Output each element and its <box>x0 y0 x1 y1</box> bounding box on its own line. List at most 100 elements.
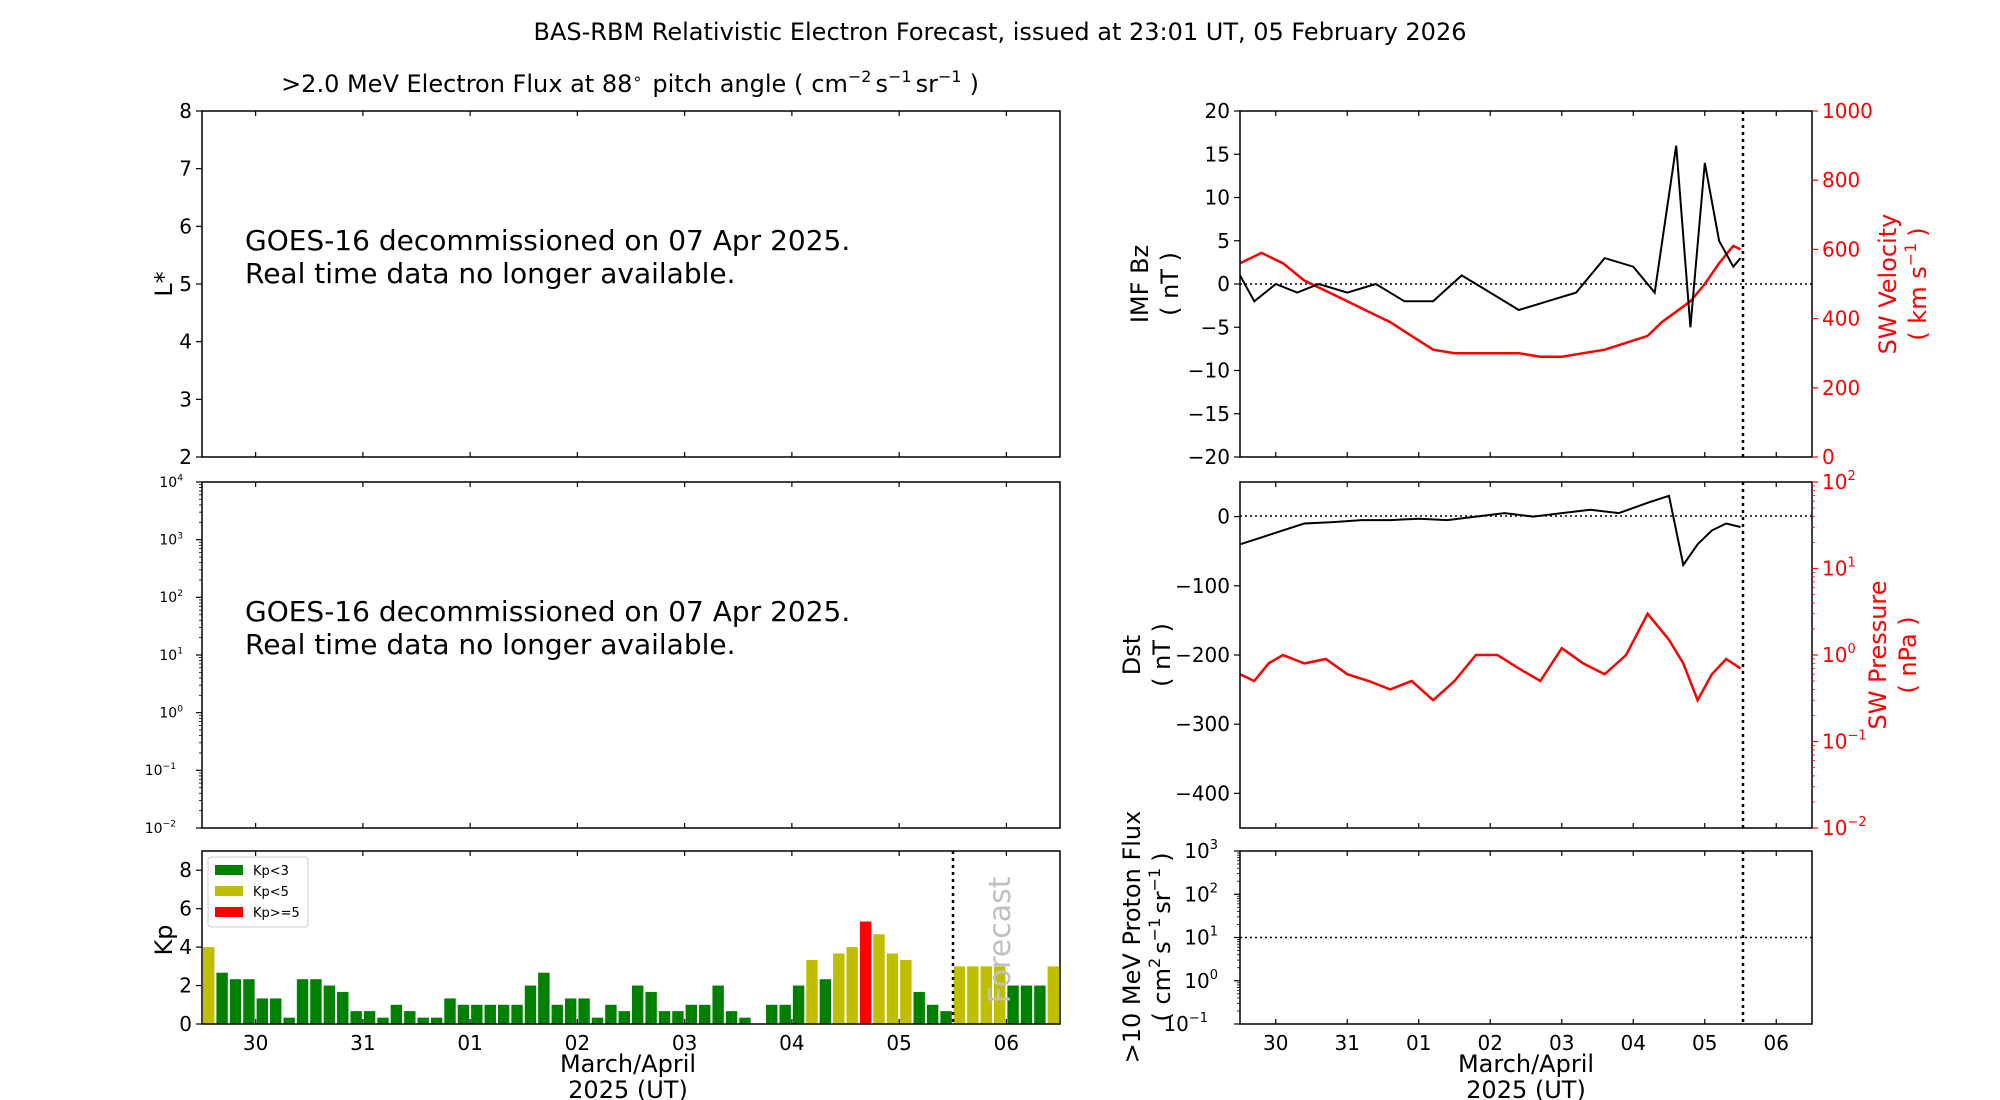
kp-bar <box>404 1011 416 1024</box>
kp-bar <box>900 959 912 1024</box>
y-tick-label: 10−1 <box>1822 729 1867 754</box>
y-tick-label: 800 <box>1822 168 1860 192</box>
kp-bar <box>296 979 309 1024</box>
proton-y-ticks: 10−1 100 101 102 103 <box>1163 838 1240 1036</box>
y-tick-label: −200 <box>1175 643 1230 667</box>
imf-bz-line <box>1239 145 1742 328</box>
sw-velocity-ylabel-1: SW Velocity <box>1874 214 1902 355</box>
kp-bar <box>926 1004 939 1024</box>
kp-bar <box>283 1017 295 1024</box>
imf-y-ticks: −20 −15 −10 −5 0 5 10 15 20 <box>1188 99 1240 469</box>
y-tick-label: 102 <box>1184 881 1218 906</box>
kp-legend: Kp<3 Kp<5 Kp>=5 <box>207 856 309 928</box>
kp-bar <box>551 1004 563 1024</box>
kp-bar <box>699 1004 711 1024</box>
kp-bar <box>310 979 322 1024</box>
y-tick-label: 2 <box>179 445 192 469</box>
y-tick-label: 101 <box>1184 925 1218 950</box>
sw-velocity-y-ticks: 0 200 400 600 800 1000 <box>1812 99 1873 469</box>
y-tick-label: 8 <box>179 99 192 123</box>
proton-ylabel-1: >10 MeV Proton Flux <box>1118 811 1146 1064</box>
kp-bar <box>417 1017 429 1024</box>
flux-lstar-x-ticks <box>255 111 1007 457</box>
kp-bar <box>913 991 925 1024</box>
kp-bar <box>739 1017 751 1024</box>
kp-bar <box>605 1004 617 1024</box>
kp-bar <box>779 1004 791 1024</box>
flux-log-message-2: Real time data no longer available. <box>245 628 736 661</box>
dst-axes <box>1239 481 1813 829</box>
y-tick-label: 103 <box>159 531 183 548</box>
sw-pressure-line <box>1239 611 1742 704</box>
x-tick-label: 31 <box>1335 1031 1360 1055</box>
imf-x-ticks <box>1275 111 1777 457</box>
y-tick-label: 8 <box>179 858 192 882</box>
y-tick-label: 6 <box>179 214 192 238</box>
kp-bar <box>484 1004 496 1024</box>
y-tick-label: 400 <box>1822 307 1860 331</box>
x-tick-label: 30 <box>1263 1031 1288 1055</box>
kp-bar <box>846 947 858 1024</box>
x-tick-label: 04 <box>1621 1031 1646 1055</box>
kp-bar <box>886 953 899 1024</box>
x-tick-label: 30 <box>243 1031 268 1055</box>
kp-bars <box>203 921 1059 1024</box>
kp-bar <box>350 1011 362 1024</box>
sw-velocity-ylabel-2: ( km s−1) <box>1901 227 1932 340</box>
x-tick-label: 03 <box>1549 1031 1574 1055</box>
kp-legend-label-2: Kp>=5 <box>253 906 300 921</box>
kp-legend-label-1: Kp<5 <box>253 885 289 900</box>
dst-ylabel-1: Dst <box>1118 635 1146 675</box>
flux-title-sr: sr <box>916 70 939 98</box>
kp-xlabel-1: March/April <box>560 1050 696 1078</box>
y-tick-label: 100 <box>159 704 183 721</box>
flux-title-main: >2.0 MeV Electron Flux at 88 <box>281 70 632 98</box>
flux-lstar-message-1: GOES-16 decommissioned on 07 Apr 2025. <box>245 224 850 257</box>
y-tick-label: −15 <box>1188 402 1230 426</box>
kp-bar <box>216 972 228 1024</box>
x-tick-label: 01 <box>457 1031 482 1055</box>
kp-bar <box>323 985 336 1024</box>
y-tick-label: 10−1 <box>1163 1011 1208 1036</box>
kp-bar <box>632 985 644 1024</box>
kp-bar <box>444 998 456 1024</box>
kp-forecast-bar <box>1034 985 1046 1024</box>
y-tick-label: −300 <box>1175 712 1230 736</box>
y-tick-label: 15 <box>1205 142 1230 166</box>
kp-bar <box>712 985 724 1024</box>
kp-bar <box>672 1011 684 1024</box>
kp-ylabel: Kp <box>150 925 178 956</box>
y-tick-label: 101 <box>1822 556 1856 581</box>
kp-forecast-bar <box>980 966 992 1024</box>
flux-lstar-y-ticks: 2 3 4 5 6 7 8 <box>179 99 202 469</box>
kp-forecast-bar <box>1007 985 1019 1024</box>
kp-bar <box>859 921 872 1024</box>
figure-title: BAS-RBM Relativistic Electron Forecast, … <box>534 18 1467 46</box>
kp-forecast-bar <box>1047 966 1059 1024</box>
kp-bar <box>833 953 845 1024</box>
y-tick-label: 1000 <box>1822 99 1873 123</box>
kp-legend-swatch-1 <box>215 886 243 896</box>
x-tick-label: 31 <box>350 1031 375 1055</box>
sw-pressure-ylabel-1: SW Pressure <box>1864 580 1892 729</box>
y-tick-label: 7 <box>179 157 192 181</box>
kp-bar <box>806 959 818 1024</box>
y-tick-label: 0 <box>1822 445 1835 469</box>
kp-bar <box>766 1004 778 1024</box>
flux-title-mid: pitch angle ( <box>652 70 803 98</box>
proton-ylabel-2: ( cm2s−1sr−1) <box>1145 852 1176 1021</box>
kp-bar <box>270 998 282 1024</box>
proton-xlabel-1: March/April <box>1458 1050 1594 1078</box>
x-tick-label: 06 <box>994 1031 1019 1055</box>
kp-xlabel-2: 2025 (UT) <box>568 1076 688 1100</box>
kp-bar <box>538 972 550 1024</box>
y-tick-label: 4 <box>179 330 192 354</box>
y-tick-label: 10−1 <box>145 762 176 779</box>
kp-x-ticks: 30 31 01 02 03 04 05 06 <box>243 851 1019 1055</box>
flux-log-x-ticks <box>255 482 1007 828</box>
kp-bar <box>618 1011 630 1024</box>
x-tick-label: 04 <box>779 1031 804 1055</box>
